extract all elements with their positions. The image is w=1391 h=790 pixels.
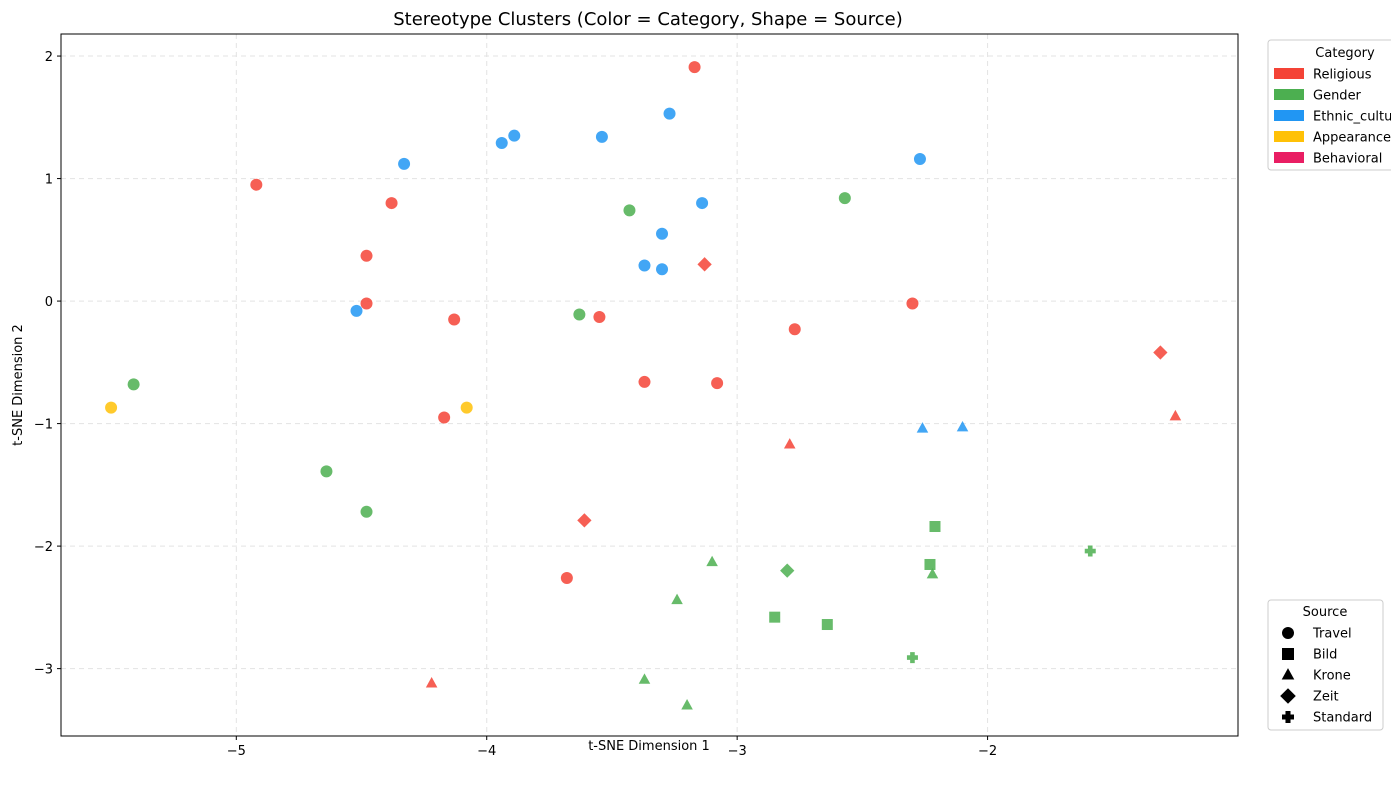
y-tick-label: 2 — [45, 50, 53, 65]
category-swatch — [1274, 152, 1304, 163]
source-legend-label: Standard — [1313, 711, 1372, 726]
data-point-religious-krone — [783, 438, 796, 449]
source-legend-title: Source — [1303, 605, 1348, 620]
data-point-appearance-travel — [460, 401, 473, 414]
source-legend-marker-circle-icon — [1282, 627, 1294, 639]
data-point-religious-travel — [593, 311, 606, 324]
category-swatch — [1274, 131, 1304, 142]
x-tick-label: −2 — [978, 744, 997, 759]
data-point-religious-travel — [711, 377, 724, 390]
data-point-religious-travel — [385, 197, 398, 210]
category-swatch — [1274, 89, 1304, 100]
category-legend-label: Gender — [1313, 89, 1362, 104]
data-point-religious-travel — [560, 571, 573, 584]
x-tick-label: −3 — [728, 744, 747, 759]
source-legend-label: Travel — [1312, 627, 1352, 642]
source-legend-marker-plus-icon — [1282, 711, 1294, 723]
grid — [61, 34, 1238, 736]
data-point-ethnic-cultural-travel — [350, 304, 363, 317]
data-point-gender-krone — [926, 567, 939, 579]
data-point-religious-travel — [638, 375, 651, 388]
data-points — [105, 61, 1182, 710]
data-point-religious-travel — [360, 297, 373, 310]
data-point-ethnic-cultural-travel — [913, 152, 926, 165]
data-point-gender-krone — [706, 555, 718, 567]
category-legend-title: Category — [1315, 46, 1375, 61]
data-point-religious-travel — [688, 61, 701, 74]
chart-title: Stereotype Clusters (Color = Category, S… — [393, 9, 903, 30]
x-tick-label: −5 — [227, 744, 246, 759]
data-point-religious-travel — [360, 249, 373, 262]
category-legend-label: Ethnic_cultural — [1313, 110, 1391, 125]
data-point-ethnic-cultural-travel — [495, 137, 508, 150]
y-tick-label: 1 — [45, 173, 53, 188]
data-point-ethnic-cultural-travel — [696, 197, 709, 210]
plot-frame — [60, 33, 1239, 737]
data-point-ethnic-cultural-krone — [956, 420, 969, 432]
data-point-ethnic-cultural-travel — [508, 129, 521, 142]
category-legend: Category Religious Gender Ethnic_cultural A… — [1267, 39, 1391, 171]
axis-ticks: −5 −4 −3 −2 −3 −2 −1 0 1 2 — [34, 50, 997, 759]
data-point-religious-krone — [1169, 409, 1182, 421]
source-legend-marker-triangle-icon — [1281, 668, 1295, 680]
data-point-gender-travel — [360, 505, 373, 518]
data-point-ethnic-cultural-travel — [638, 259, 651, 272]
data-point-religious-zeit — [1153, 345, 1168, 360]
category-swatch — [1274, 110, 1304, 121]
data-point-gender-bild — [924, 558, 936, 570]
data-point-religious-travel — [438, 411, 451, 424]
source-legend-label: Zeit — [1313, 690, 1339, 705]
x-tick-label: −4 — [477, 744, 496, 759]
data-point-gender-standard — [1084, 545, 1096, 557]
data-point-gender-krone — [681, 699, 693, 710]
data-point-gender-travel — [320, 465, 333, 478]
category-legend-label: Appearance — [1313, 131, 1391, 146]
data-point-gender-travel — [623, 204, 636, 217]
category-swatch — [1274, 68, 1304, 79]
data-point-ethnic-cultural-travel — [595, 130, 608, 143]
data-point-religious-travel — [250, 178, 263, 191]
data-point-religious-travel — [906, 297, 919, 310]
x-axis-label: t-SNE Dimension 1 — [588, 739, 710, 754]
source-legend-label: Krone — [1313, 669, 1351, 684]
category-legend-label: Behavioral — [1313, 152, 1382, 167]
source-legend: Source Travel Bild Krone Zeit Standard — [1267, 599, 1384, 731]
data-point-gender-standard — [906, 652, 918, 664]
data-point-ethnic-cultural-krone — [916, 422, 929, 433]
data-point-religious-travel — [788, 323, 801, 336]
data-point-gender-travel — [573, 308, 586, 321]
data-point-gender-bild — [929, 521, 941, 533]
y-tick-label: 0 — [45, 295, 53, 310]
data-point-gender-zeit — [780, 563, 795, 578]
data-point-appearance-travel — [105, 401, 118, 414]
source-legend-frame — [1267, 599, 1384, 731]
data-point-gender-krone — [671, 593, 683, 605]
data-point-gender-travel — [127, 378, 140, 391]
data-point-gender-bild — [769, 611, 781, 623]
y-tick-label: −1 — [34, 418, 53, 433]
data-point-gender-krone — [638, 673, 651, 684]
data-point-ethnic-cultural-travel — [663, 107, 676, 120]
data-point-ethnic-cultural-travel — [656, 263, 669, 276]
y-axis-label: t-SNE Dimension 2 — [11, 324, 26, 446]
data-point-gender-bild — [821, 619, 833, 631]
data-point-ethnic-cultural-travel — [398, 157, 411, 170]
data-point-ethnic-cultural-travel — [656, 227, 669, 240]
source-legend-marker-square-icon — [1282, 648, 1294, 660]
y-tick-label: −2 — [34, 540, 53, 555]
data-point-religious-zeit — [577, 513, 592, 528]
category-legend-label: Religious — [1313, 68, 1372, 83]
data-point-religious-zeit — [697, 257, 712, 272]
source-legend-label: Bild — [1313, 648, 1337, 663]
source-legend-marker-diamond-icon — [1280, 688, 1296, 704]
y-tick-label: −3 — [34, 663, 53, 678]
data-point-religious-krone — [425, 676, 438, 688]
data-point-gender-travel — [838, 192, 851, 205]
data-point-religious-travel — [448, 313, 461, 326]
